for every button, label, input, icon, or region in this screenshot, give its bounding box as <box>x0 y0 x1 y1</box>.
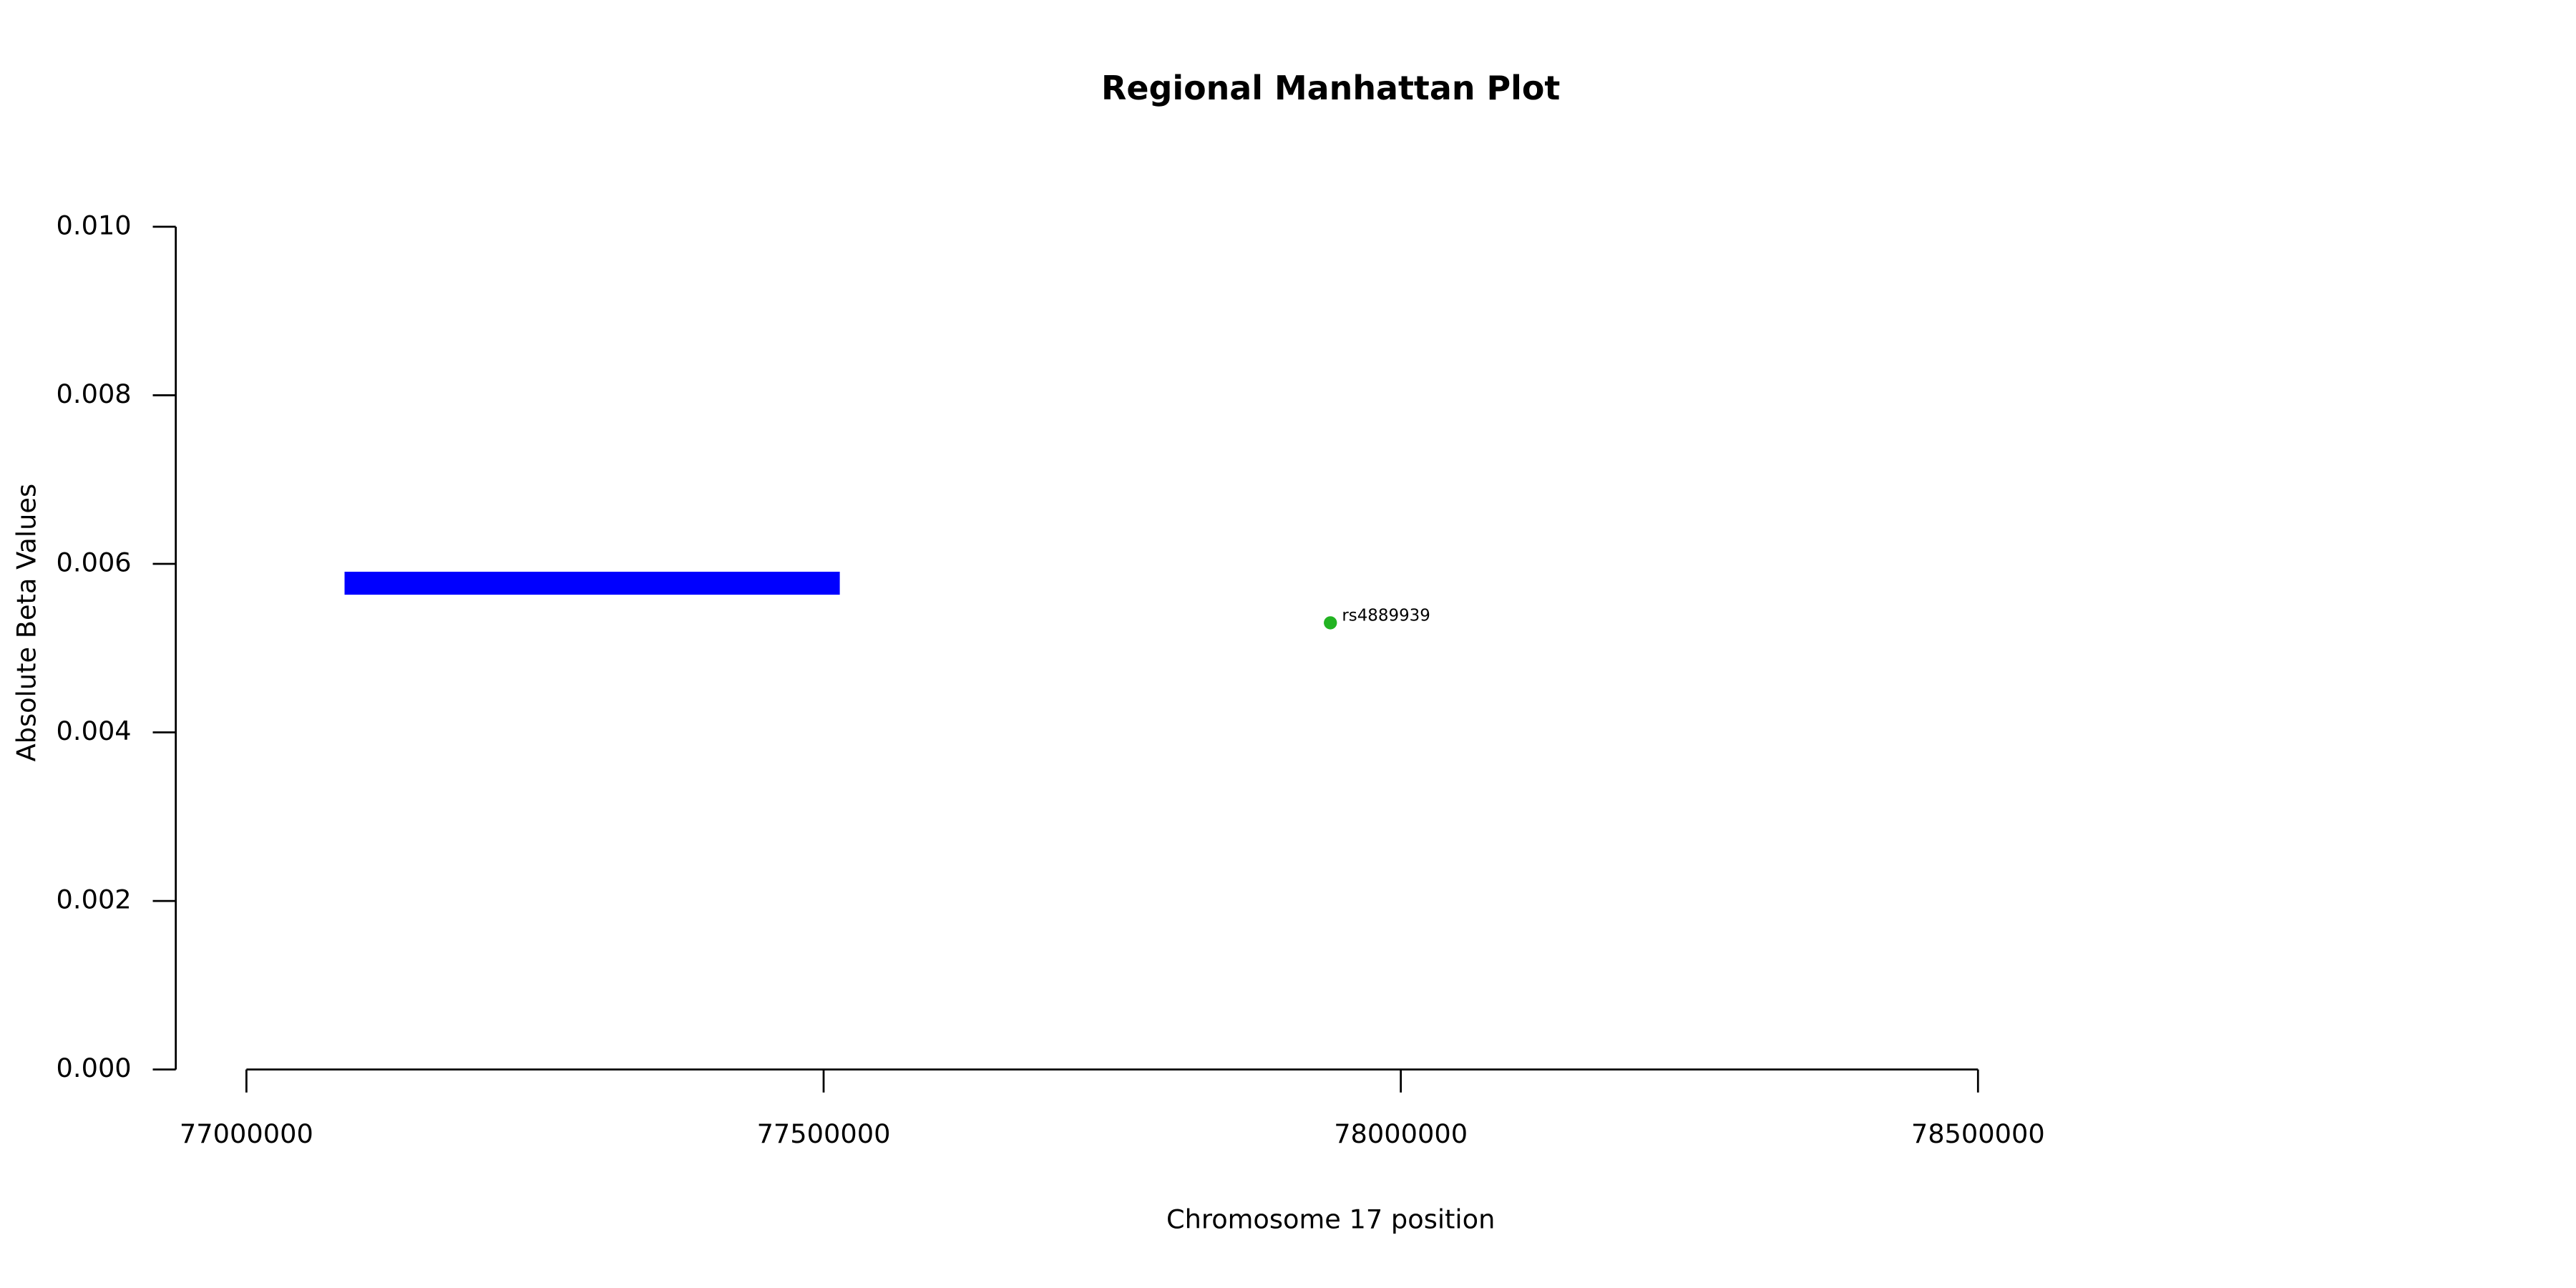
y-tick-label: 0.000 <box>57 1053 132 1083</box>
snp-label: rs4889939 <box>1342 607 1430 625</box>
x-tick-label: 78500000 <box>1911 1118 2045 1149</box>
y-axis-label: Absolute Beta Values <box>11 484 42 761</box>
x-axis-label: Chromosome 17 position <box>1166 1204 1495 1234</box>
x-tick-label: 77000000 <box>180 1118 313 1149</box>
y-tick-label: 0.010 <box>57 210 132 240</box>
snp-point <box>1324 616 1337 630</box>
chart-title: Regional Manhattan Plot <box>1101 69 1560 107</box>
y-tick-label: 0.006 <box>57 547 132 577</box>
x-tick-label: 78000000 <box>1334 1118 1468 1149</box>
y-tick-label: 0.004 <box>57 716 132 746</box>
x-tick-label: 77500000 <box>757 1118 891 1149</box>
y-tick-label: 0.008 <box>57 379 132 409</box>
y-tick-label: 0.002 <box>57 884 132 915</box>
